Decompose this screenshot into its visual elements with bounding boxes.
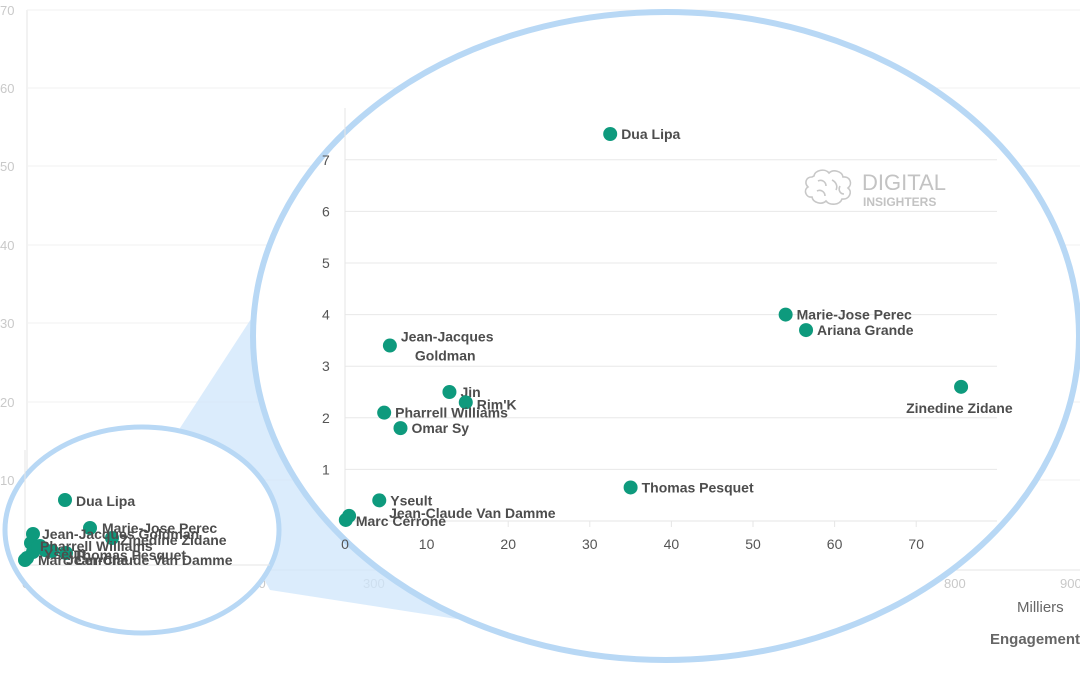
scatter-point [458,395,473,410]
scatter-point [603,127,618,141]
small-lens-ring [2,424,282,636]
mini-point [45,544,59,558]
x-tick-label: 60 [827,536,843,552]
y-tick-label: 1 [322,461,330,477]
point-label: Zinedine Zidane [906,400,1013,416]
point-label: Marc Cerrone [356,513,446,529]
logo-line1: DIGITAL [862,170,946,195]
x-axis-unit: Milliers [1017,599,1064,616]
background-y-tick: 30 [0,316,14,331]
scatter-point [442,385,457,399]
mini-label: Jean-Claude Van Damme [66,552,233,568]
zoomed-y-ticks: 1 2 3 4 5 6 7 [322,152,330,478]
background-y-tick: 50 [0,159,14,174]
mini-point [18,553,32,567]
mini-label: Marc Cerrone [38,552,128,568]
point-label: Yseult [390,492,432,508]
scatter-point [799,323,814,338]
background-y-tick: 10 [0,473,14,488]
y-tick-label: 2 [322,410,330,426]
point-label: Omar Sy [411,420,469,436]
background-y-tick: 40 [0,238,14,253]
background-y-tick: 20 [0,395,14,410]
scatter-point [372,493,387,508]
x-tick-label: 20 [500,536,516,552]
y-tick-label: 5 [322,255,330,271]
mini-label: Zinedine Zidane [120,532,227,548]
mini-label: Jean-Jacques Goldman [42,526,199,542]
y-tick-label: 6 [322,203,330,219]
x-tick-label: 40 [664,536,680,552]
mini-label: Dua Lipa [76,493,135,509]
point-label: Rim'K [477,396,517,412]
logo-line2: INSIGHTERS [863,195,936,209]
background-y-tick: 70 [0,3,14,18]
x-tick-label: 0 [341,536,349,552]
small-lens-points [18,493,119,567]
x-tick-label: 50 [745,536,761,552]
point-label: Ariana Grande [817,322,914,338]
x-axis-title: Engagement [990,631,1080,648]
point-label: Thomas Pesquet [642,479,754,495]
y-tick-label: 7 [322,152,330,168]
mini-point [83,521,97,535]
mini-label: Thomas Pesquet [74,547,186,563]
zoomed-x-ticks: 0 10 20 30 40 50 60 70 [341,521,924,552]
mini-point [31,540,45,554]
scatter-point [382,338,397,353]
mini-point [105,531,119,545]
scatter-point [778,307,793,322]
brain-icon [804,169,852,205]
mini-label: Marie-Jose Perec [102,520,217,536]
y-tick-label: 3 [322,358,330,374]
background-x-tick: 800 [944,576,966,591]
big-lens-ring [250,9,1080,663]
point-label: Marie-Jose Perec [797,307,912,323]
background-y-tick: 60 [0,81,14,96]
scatter-point [623,480,638,495]
mini-point [58,493,72,507]
mini-label: Yseult [44,546,86,562]
scatter-point [338,512,353,527]
small-lens: Dua Lipa Jean-Jacques Goldman Marie-Jose… [2,424,282,636]
point-label: Jean-Jacques Goldman [401,329,494,364]
mini-point [59,546,73,560]
y-tick-label: 4 [322,307,330,323]
x-tick-label: 70 [908,536,924,552]
scatter-point [377,405,392,420]
x-tick-label: 10 [419,536,435,552]
scatter-point [393,421,408,436]
background-x-tick: 900 [1060,576,1080,591]
mini-label: Pharrell Williams [40,538,153,554]
scatter-point [954,379,969,394]
zoomed-chart: 1 2 3 4 5 6 7 0 10 20 30 40 50 60 70 DIGITAL INSIGHTE… [322,108,1013,552]
digital-insighters-logo: DIGITAL INSIGHTERS [804,169,946,209]
x-tick-label: 30 [582,536,598,552]
point-label: Pharrell Williams [395,405,508,421]
point-label: Jean-Claude Van Damme [389,505,556,521]
zoomed-gridlines [345,159,997,470]
point-label: Dua Lipa [621,126,680,142]
